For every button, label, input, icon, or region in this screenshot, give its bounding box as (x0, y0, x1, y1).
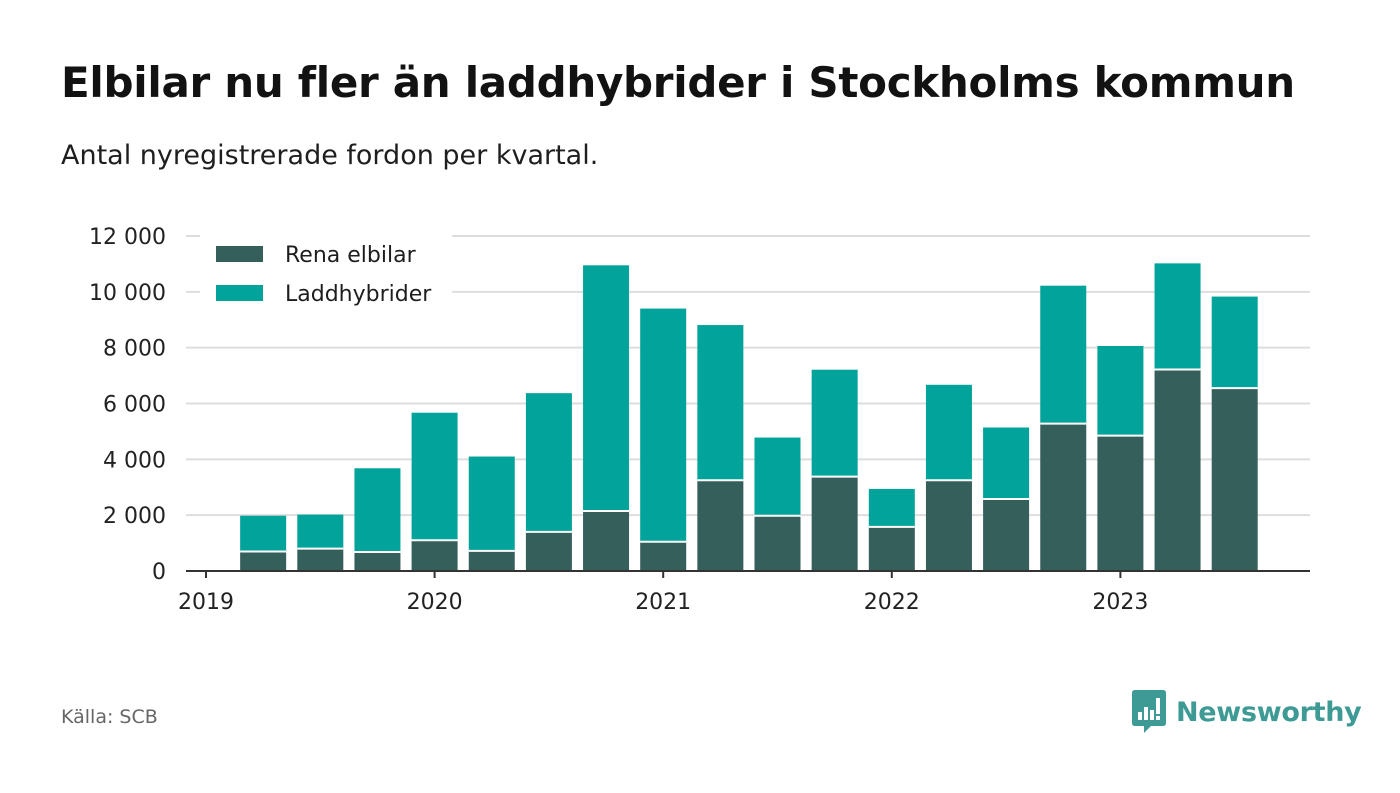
bar-laddhybrider (754, 437, 801, 516)
bar-laddhybrider (925, 384, 972, 481)
y-tick-label: 8 000 (103, 337, 166, 362)
bar-rena-elbilar (868, 526, 915, 571)
bar-rena-elbilar (240, 551, 287, 571)
x-tick-label: 2020 (407, 590, 463, 615)
bar-rena-elbilar (1040, 423, 1087, 571)
x-tick-label: 2021 (635, 590, 691, 615)
x-axis-ticks: 2019 2020 2021 2022 2023 (178, 571, 1148, 615)
bar-laddhybrider (354, 468, 401, 553)
bar-laddhybrider (640, 308, 687, 542)
bar-laddhybrider (240, 515, 287, 552)
newsworthy-logo-icon (1132, 690, 1166, 733)
y-tick-label: 2 000 (103, 504, 166, 529)
bar-laddhybrider (583, 265, 630, 511)
bar-laddhybrider (525, 393, 572, 532)
bar-rena-elbilar (697, 480, 744, 571)
y-tick-label: 12 000 (89, 225, 166, 250)
bar-laddhybrider (297, 514, 344, 549)
bar-rena-elbilar (411, 540, 458, 571)
x-tick-label: 2022 (864, 590, 920, 615)
chart-title: Elbilar nu fler än laddhybrider i Stockh… (61, 58, 1295, 107)
bar-laddhybrider (983, 427, 1030, 499)
y-axis-tick-labels: 0 2 000 4 000 6 000 8 000 10 000 12 000 (89, 225, 166, 585)
legend-label-laddhybrider: Laddhybrider (285, 282, 432, 307)
bar-laddhybrider (1154, 263, 1201, 370)
bar-rena-elbilar (925, 480, 972, 571)
legend: Rena elbilar Laddhybrider (200, 231, 452, 313)
legend-label-rena-elbilar: Rena elbilar (285, 243, 417, 268)
x-tick-label: 2023 (1092, 590, 1148, 615)
bar-laddhybrider (411, 412, 458, 541)
bar-rena-elbilar (583, 510, 630, 571)
bar-rena-elbilar (754, 515, 801, 571)
bar-laddhybrider (811, 369, 858, 477)
bar-laddhybrider (1097, 345, 1144, 436)
newsworthy-logo[interactable]: Newsworthy (1132, 690, 1362, 734)
bar-laddhybrider (1211, 296, 1258, 389)
y-tick-label: 4 000 (103, 448, 166, 473)
bar-rena-elbilar (525, 531, 572, 571)
bars (240, 263, 1258, 571)
bar-rena-elbilar (811, 476, 858, 571)
bar-laddhybrider (1040, 285, 1087, 424)
bar-rena-elbilar (354, 552, 401, 571)
bar-rena-elbilar (640, 541, 687, 571)
source-note: Källa: SCB (61, 706, 158, 728)
bar-rena-elbilar (468, 550, 515, 571)
bar-rena-elbilar (1097, 435, 1144, 571)
bar-rena-elbilar (1154, 369, 1201, 571)
newsworthy-wordmark: Newsworthy (1176, 696, 1362, 728)
bar-laddhybrider (697, 325, 744, 481)
y-tick-label: 10 000 (89, 281, 166, 306)
bar-laddhybrider (868, 488, 915, 527)
bar-rena-elbilar (983, 498, 1030, 571)
bar-laddhybrider (468, 456, 515, 551)
legend-swatch-laddhybrider (216, 285, 263, 301)
x-tick-label: 2019 (178, 590, 234, 615)
y-tick-label: 0 (152, 560, 166, 585)
legend-swatch-rena-elbilar (216, 246, 263, 262)
bar-rena-elbilar (297, 548, 344, 571)
chart-subtitle: Antal nyregistrerade fordon per kvartal. (61, 140, 599, 171)
bar-rena-elbilar (1211, 388, 1258, 571)
y-tick-label: 6 000 (103, 393, 166, 418)
